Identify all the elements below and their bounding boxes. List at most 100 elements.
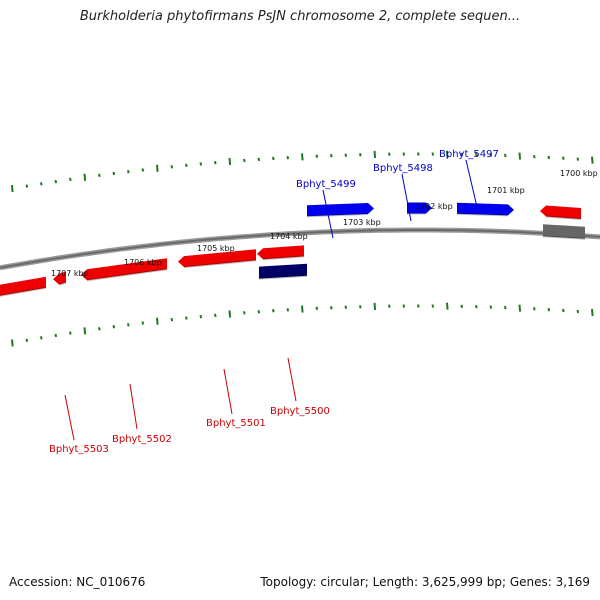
gene-label-bphyt-5497[interactable]: Bphyt_5497 xyxy=(439,149,499,208)
gene-labels[interactable]: Bphyt_5497 Bphyt_5498 Bphyt_5499 Bphyt_5… xyxy=(49,149,499,455)
ruler-minor-tick xyxy=(272,309,275,313)
ruler-minor-tick xyxy=(25,184,29,188)
ruler-minor-tick xyxy=(315,154,319,158)
ruler-minor-tick xyxy=(431,304,435,308)
ruler-minor-tick xyxy=(402,304,406,308)
ruler-major-tick xyxy=(156,164,159,172)
gene-bphyt-5502[interactable] xyxy=(81,258,168,282)
ruler-major-tick xyxy=(518,304,522,312)
gene-shadow xyxy=(542,235,586,240)
tick-label: 1706 kbp xyxy=(124,258,162,267)
gene-body xyxy=(53,271,66,285)
ruler-minor-tick xyxy=(460,304,464,309)
gene-gray-right[interactable] xyxy=(542,224,586,240)
gene-shadow xyxy=(86,268,168,282)
ruler-minor-tick xyxy=(98,173,101,178)
gene-name: Bphyt_5500 xyxy=(270,406,330,417)
ruler-minor-tick xyxy=(547,155,551,160)
gene-bphyt-5501[interactable] xyxy=(178,249,257,269)
ruler-major-tick xyxy=(591,156,594,164)
ruler-minor-tick xyxy=(214,160,217,165)
gene-shadow xyxy=(456,212,509,217)
ruler-major-tick xyxy=(373,150,377,159)
tick-label: 1704 kbp xyxy=(270,232,308,241)
gene-bphyt-5503[interactable] xyxy=(53,271,67,286)
gene-red-5500-upper[interactable] xyxy=(257,245,305,261)
gene-bphyt-5499[interactable] xyxy=(306,202,374,218)
ruler-minor-tick xyxy=(98,327,101,331)
ruler-minor-tick xyxy=(40,336,43,340)
gene-label-bphyt-5499[interactable]: Bphyt_5499 xyxy=(296,179,356,239)
ruler-minor-tick xyxy=(576,157,580,161)
ruler-minor-tick xyxy=(359,305,362,309)
ruler-minor-tick xyxy=(272,156,275,161)
gene-shadow xyxy=(306,212,369,218)
ruler-major-tick xyxy=(518,152,522,160)
ruler-major-tick xyxy=(228,157,232,166)
ruler-minor-tick xyxy=(504,305,507,310)
gene-shadow xyxy=(262,255,305,261)
gene-label-bphyt-5501[interactable]: Bphyt_5501 xyxy=(206,368,266,429)
gene-red-left-edge[interactable] xyxy=(0,276,47,297)
ruler-minor-tick xyxy=(127,169,130,174)
gene-body xyxy=(540,205,581,219)
ruler-minor-tick xyxy=(359,153,362,157)
ruler-minor-tick xyxy=(286,155,290,160)
ruler-minor-tick xyxy=(112,171,116,176)
ruler-minor-tick xyxy=(417,152,420,156)
gene-shadow xyxy=(545,215,582,220)
ruler-major-tick xyxy=(228,310,232,318)
ruler-minor-tick xyxy=(185,163,188,168)
gene-body xyxy=(0,276,46,296)
gene-body xyxy=(81,258,167,281)
inner-ruler xyxy=(11,302,594,347)
ruler-minor-tick xyxy=(344,305,348,309)
gene-features[interactable] xyxy=(0,202,586,297)
ruler-minor-tick xyxy=(431,152,435,156)
ruler-major-tick xyxy=(83,327,87,335)
ruler-minor-tick xyxy=(562,156,565,160)
gene-body xyxy=(257,245,304,260)
ruler-major-tick xyxy=(301,305,304,313)
gene-name: Bphyt_5497 xyxy=(439,149,499,160)
gene-bphyt-5497[interactable] xyxy=(456,202,514,217)
ruler-minor-tick xyxy=(417,304,420,308)
ruler-minor-tick xyxy=(344,153,348,157)
ruler-minor-tick xyxy=(315,306,319,311)
gene-name: Bphyt_5498 xyxy=(373,163,433,174)
gene-label-bphyt-5502[interactable]: Bphyt_5502 xyxy=(112,383,172,445)
ruler-major-tick xyxy=(156,317,159,325)
backbone-core xyxy=(0,229,600,269)
gene-bphyt-5500[interactable] xyxy=(258,263,308,280)
ruler-major-tick xyxy=(11,184,14,193)
gene-shadow xyxy=(58,281,67,286)
gene-label-bphyt-5500[interactable]: Bphyt_5500 xyxy=(270,357,330,417)
gene-body xyxy=(543,224,585,239)
ruler-minor-tick xyxy=(489,153,493,157)
gene-red-right[interactable] xyxy=(540,205,582,220)
gene-body xyxy=(457,202,514,216)
ruler-minor-tick xyxy=(243,311,246,315)
ruler-minor-tick xyxy=(533,307,536,311)
ruler-minor-tick xyxy=(286,308,290,312)
ruler-minor-tick xyxy=(388,304,391,308)
gene-label-bphyt-5503[interactable]: Bphyt_5503 xyxy=(49,394,109,455)
gene-shadow xyxy=(183,259,257,269)
ruler-minor-tick xyxy=(475,152,478,157)
gene-label-bphyt-5498[interactable]: Bphyt_5498 xyxy=(373,163,433,222)
ruler-major-tick xyxy=(11,339,14,347)
gene-bphyt-5498[interactable] xyxy=(406,202,432,215)
ruler-minor-tick xyxy=(257,157,261,162)
ruler-minor-tick xyxy=(185,316,188,320)
tick-label: 1700 kbp xyxy=(560,169,598,178)
ruler-minor-tick xyxy=(576,309,580,314)
ruler-minor-tick xyxy=(504,153,507,158)
tick-label: 1707 kbp xyxy=(51,269,89,278)
gene-name: Bphyt_5503 xyxy=(49,444,109,455)
ruler-minor-tick xyxy=(214,313,217,317)
outer-ruler xyxy=(11,150,594,193)
ruler-major-tick xyxy=(446,302,449,310)
accession-text: Accession: NC_010676 xyxy=(9,575,146,589)
gene-body xyxy=(307,202,374,217)
